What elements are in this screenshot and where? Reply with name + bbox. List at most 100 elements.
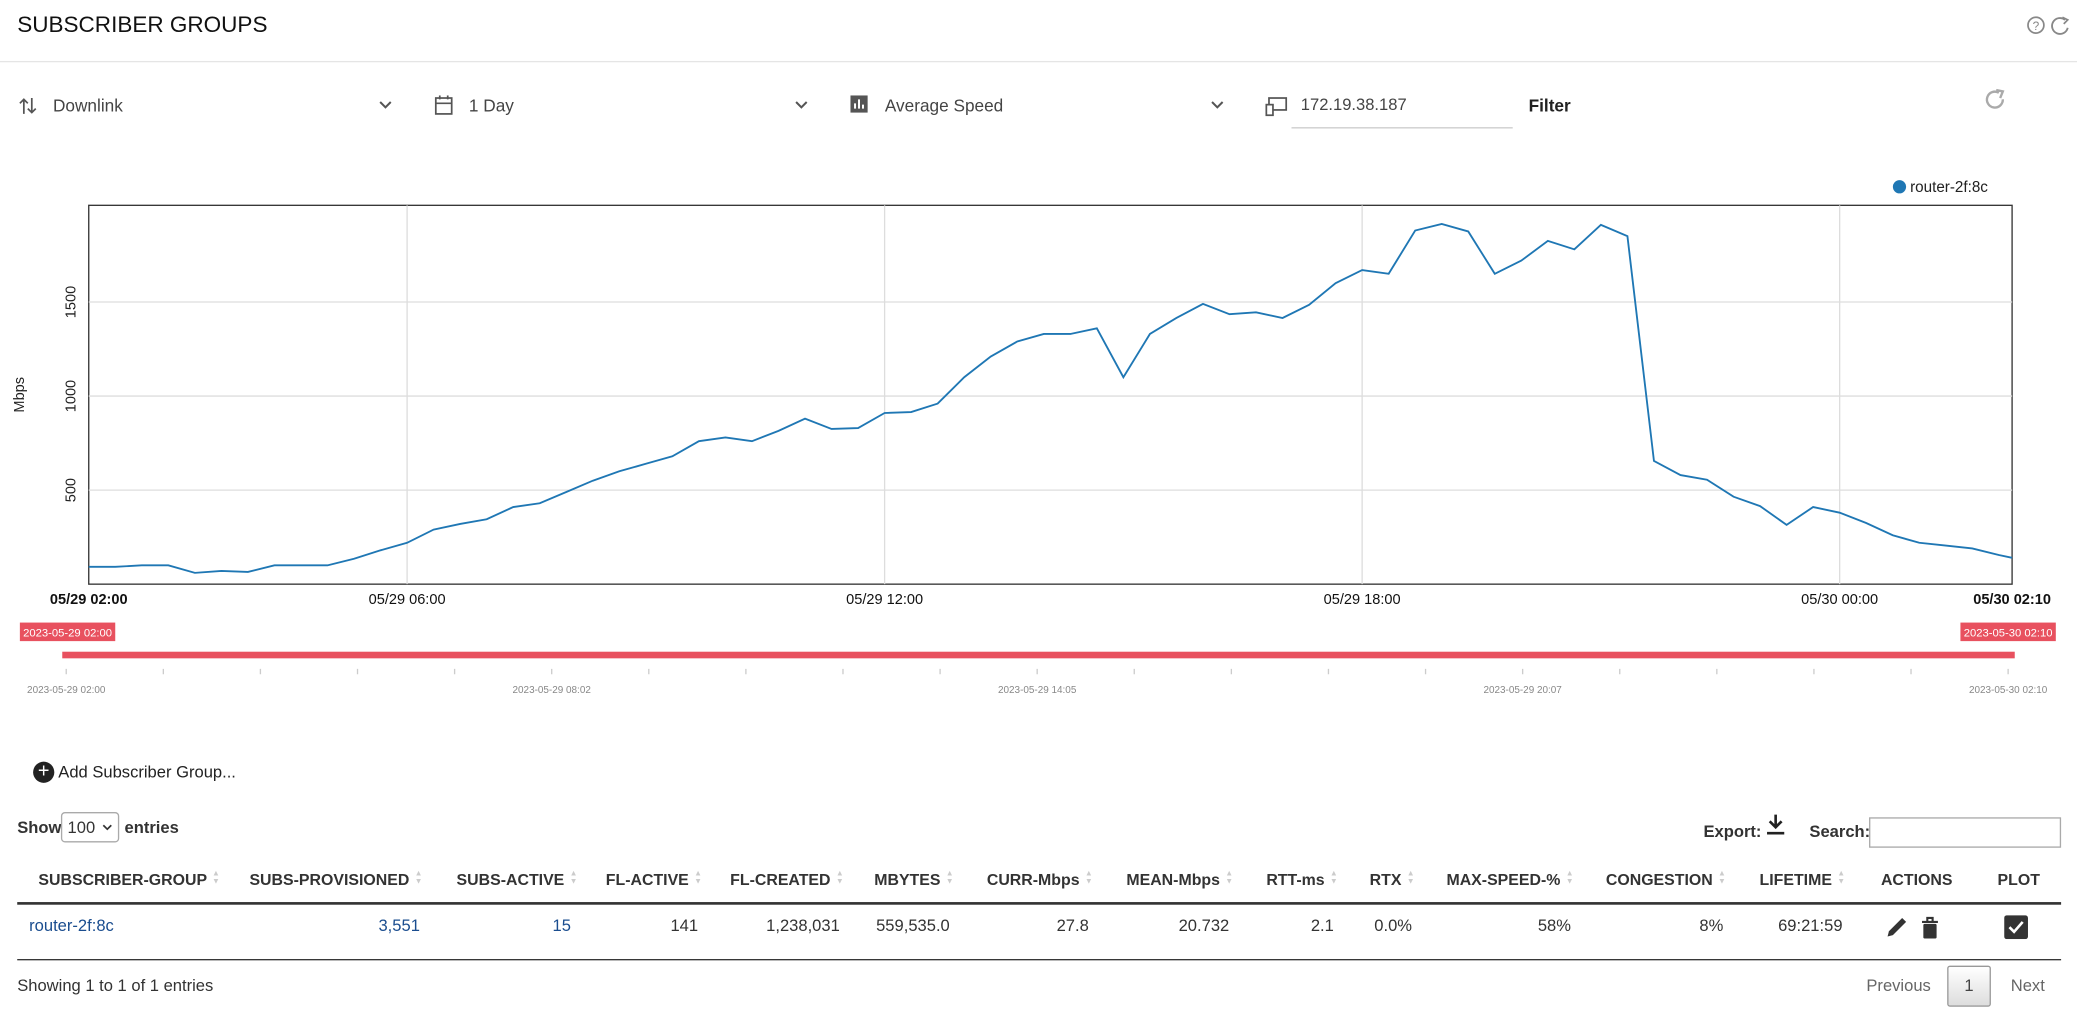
chevron[interactable] bbox=[1211, 101, 1224, 112]
column-header: MAX-SPEED-% bbox=[1446, 870, 1561, 889]
table-rule bbox=[17, 959, 2062, 961]
slider-badge bbox=[19, 622, 116, 642]
slider-tick-label: 2023-05-29 20:07 bbox=[1483, 685, 1562, 696]
page-title: SUBSCRIBER GROUPS bbox=[17, 11, 268, 38]
table-cell: 3,551 bbox=[378, 916, 420, 936]
sort-icon[interactable]: ▲ ▼ bbox=[211, 870, 220, 887]
table-cell: 20.732 bbox=[1178, 916, 1230, 936]
entries-label: entries bbox=[124, 818, 179, 838]
row-actions[interactable] bbox=[1884, 914, 1948, 940]
chevron[interactable] bbox=[795, 101, 808, 112]
legend-label: router-2f:8c bbox=[1910, 179, 1988, 196]
slider-end: 2023-05-30 02:10 bbox=[1964, 627, 2053, 639]
chart: Mbps 500 1000 1500 05/29 02:00 05/29 06:00 05… bbox=[12, 179, 2056, 696]
metric-select[interactable]: Average Speed bbox=[884, 95, 1004, 116]
column-header: PLOT bbox=[1997, 870, 2040, 889]
add-icon[interactable]: + bbox=[33, 761, 55, 783]
slider-badge bbox=[1960, 622, 2056, 642]
header-rule bbox=[17, 902, 2062, 905]
column-header: MBYTES bbox=[874, 870, 941, 889]
plot-checkbox[interactable] bbox=[2004, 915, 2028, 940]
sort-icon[interactable]: ▲ ▼ bbox=[1718, 870, 1726, 887]
sort-icon[interactable]: ▲ ▼ bbox=[1084, 870, 1093, 887]
chevron[interactable] bbox=[379, 101, 392, 112]
slider-tick-label: 2023-05-30 02:10 bbox=[1969, 685, 2048, 696]
sort-icon[interactable]: ▲ ▼ bbox=[414, 870, 423, 887]
column-header: SUBS-ACTIVE bbox=[456, 870, 565, 889]
column-header: LIFETIME bbox=[1759, 870, 1832, 889]
y-tick-label: 1500 bbox=[64, 286, 80, 318]
table-cell: 8% bbox=[1699, 916, 1724, 936]
slider-tick-label: 2023-05-29 14:05 bbox=[998, 685, 1077, 696]
slider-tick-label: 2023-05-29 08:02 bbox=[513, 685, 592, 696]
sort-icon[interactable]: ▲ ▼ bbox=[1406, 870, 1415, 887]
metric-icon bbox=[850, 95, 868, 113]
table-cell: 0.0% bbox=[1374, 916, 1413, 936]
y-tick-label: 500 bbox=[64, 478, 80, 502]
x-tick-label: 05/29 02:00 bbox=[50, 592, 128, 608]
period-select[interactable]: 1 Day bbox=[468, 95, 514, 116]
sort-icon[interactable]: ▲ ▼ bbox=[1329, 870, 1338, 887]
x-tick-label: 05/30 00:00 bbox=[1801, 592, 1878, 608]
filter-button[interactable]: Filter bbox=[1528, 95, 1571, 116]
column-header: MEAN-Mbps bbox=[1126, 870, 1220, 889]
column-header: RTX bbox=[1369, 870, 1402, 889]
x-tick-label: 05/29 18:00 bbox=[1324, 592, 1401, 608]
device-icon bbox=[1265, 97, 1288, 117]
slider-start: 2023-05-29 02:00 bbox=[23, 627, 112, 639]
table-cell: 58% bbox=[1537, 916, 1571, 936]
reload-icon[interactable] bbox=[1984, 88, 2008, 113]
page-size: 100 bbox=[67, 818, 96, 838]
table-cell: 1,238,031 bbox=[766, 916, 840, 936]
table-cell: 2.1 bbox=[1310, 916, 1334, 936]
y-axis-label: Mbps bbox=[12, 377, 28, 413]
column-header: SUBS-PROVISIONED bbox=[249, 870, 410, 889]
divider bbox=[0, 60, 2077, 63]
sort-icon[interactable]: ▲ ▼ bbox=[1225, 870, 1234, 887]
table-cell: 15 bbox=[552, 916, 571, 936]
column-header: FL-ACTIVE bbox=[605, 870, 689, 889]
export-label: Export: bbox=[1703, 822, 1762, 842]
x-tick-label: 05/29 12:00 bbox=[846, 592, 923, 608]
page-button[interactable]: 1 bbox=[1947, 965, 1991, 1007]
table-cell: 69:21:59 bbox=[1778, 916, 1843, 936]
svg-text:?: ? bbox=[2033, 19, 2040, 33]
export-icon[interactable] bbox=[1766, 813, 1786, 836]
sort-icon[interactable]: ▲ ▼ bbox=[694, 870, 702, 887]
search-input[interactable] bbox=[1869, 817, 2062, 848]
sort-icon[interactable]: ▲ ▼ bbox=[569, 870, 578, 887]
filter-input[interactable]: 172.19.38.187 bbox=[1300, 95, 1407, 114]
legend-marker bbox=[1892, 180, 1907, 194]
sort-icon[interactable]: ▲ ▼ bbox=[1565, 870, 1574, 887]
table-cell: 141 bbox=[670, 916, 699, 936]
x-tick-label: 05/30 02:10 bbox=[1973, 592, 2051, 608]
direction-icon bbox=[19, 98, 37, 114]
input-underline bbox=[1291, 127, 1513, 129]
sort-icon[interactable]: ▲ ▼ bbox=[945, 870, 954, 887]
next-button[interactable]: Next bbox=[2010, 976, 2045, 995]
sort-icon[interactable]: ▲ ▼ bbox=[1837, 870, 1846, 887]
direction-select[interactable]: Downlink bbox=[52, 95, 123, 116]
page-size-select[interactable]: 100 bbox=[60, 811, 120, 843]
sort-icon[interactable]: ▲ ▼ bbox=[835, 870, 844, 887]
add-button[interactable]: Add Subscriber Group... bbox=[58, 762, 236, 782]
column-header: CONGESTION bbox=[1605, 870, 1713, 889]
table-cell: 27.8 bbox=[1056, 916, 1089, 936]
search-label: Search: bbox=[1809, 822, 1871, 842]
table-info: Showing 1 to 1 of 1 entries bbox=[17, 976, 214, 995]
slider-tick-label: 2023-05-29 02:00 bbox=[27, 685, 106, 696]
x-tick-label: 05/29 06:00 bbox=[369, 592, 446, 608]
slider-track bbox=[62, 651, 2015, 659]
column-header: CURR-Mbps bbox=[986, 870, 1080, 889]
previous-button[interactable]: Previous bbox=[1866, 976, 1931, 995]
column-header: FL-CREATED bbox=[730, 870, 831, 889]
header-icons[interactable]: ? bbox=[2024, 13, 2072, 37]
column-header: SUBSCRIBER-GROUP bbox=[38, 870, 208, 889]
group-link: router-2f:8c bbox=[29, 916, 114, 936]
show-label: Show bbox=[17, 818, 62, 838]
table-cell: 559,535.0 bbox=[876, 916, 950, 936]
y-tick-label: 1000 bbox=[64, 380, 80, 412]
column-header: ACTIONS bbox=[1880, 870, 1953, 889]
calendar-icon bbox=[434, 95, 453, 115]
